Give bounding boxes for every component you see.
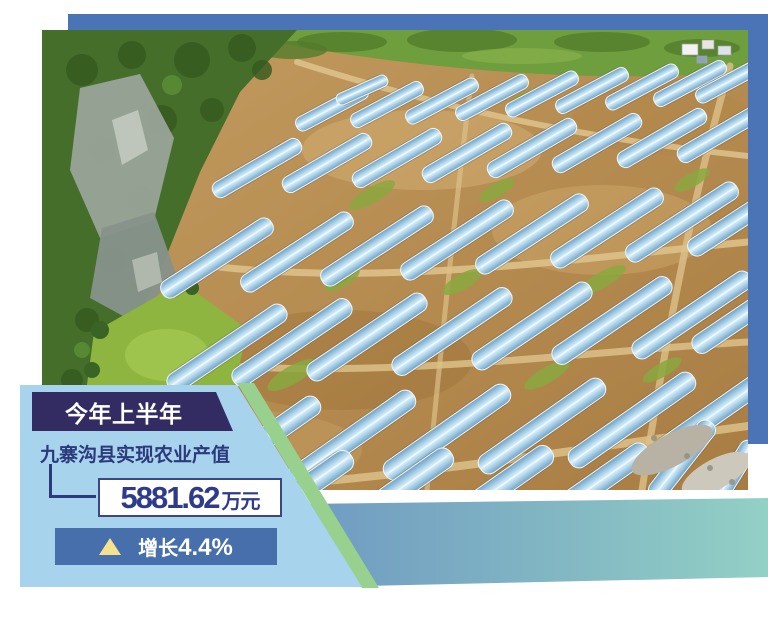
- growth-box: 增长4.4%: [55, 528, 277, 565]
- growth-label: 增长: [138, 537, 179, 560]
- caption-text: 九寨沟县实现农业产值: [40, 445, 231, 466]
- value-box: 5881.62 万元: [98, 478, 282, 517]
- connector-line: [49, 464, 96, 498]
- period-title-label: 今年上半年: [65, 400, 183, 427]
- teal-gradient-ribbon: [300, 498, 768, 586]
- growth-value: 4.4%: [178, 533, 233, 561]
- value-unit: 万元: [221, 491, 261, 513]
- value-text: 5881.62: [120, 480, 220, 515]
- up-triangle-icon: [99, 538, 122, 555]
- period-title-box: 今年上半年: [32, 392, 233, 431]
